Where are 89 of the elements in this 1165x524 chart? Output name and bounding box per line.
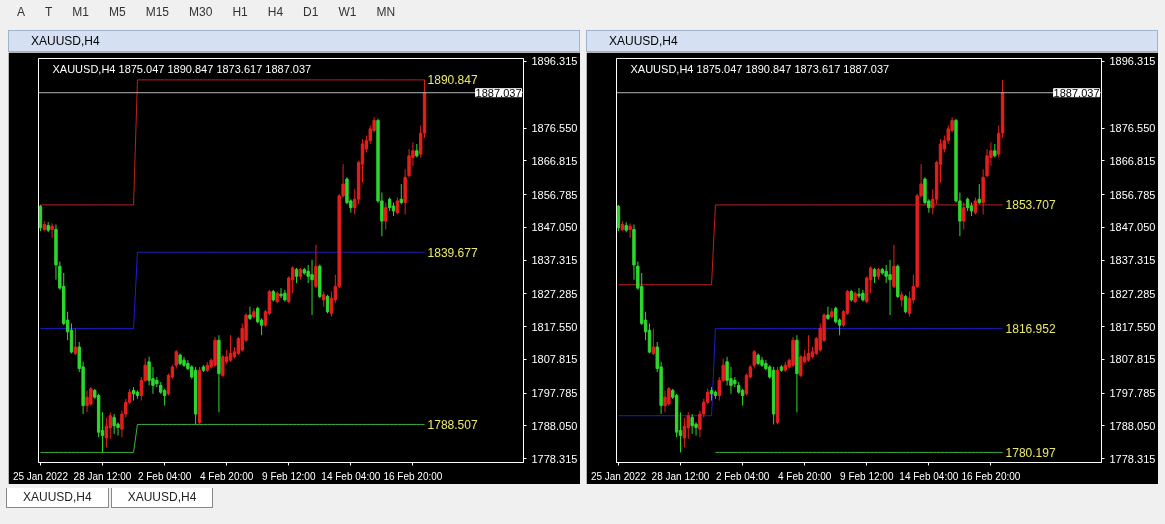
y-tick-label: 1896.315: [531, 55, 578, 68]
y-tick-label: 1807.815: [531, 353, 578, 366]
y-tick-label: 1837.315: [531, 254, 578, 267]
x-tick-label: 9 Feb 12:00: [840, 470, 894, 482]
candlestick: [314, 244, 318, 289]
y-tick-label: 1797.785: [1109, 387, 1156, 400]
text: H4: [266, 4, 285, 21]
y-tick-label: 1817.550: [1109, 320, 1156, 333]
candlestick: [279, 287, 283, 299]
candlestick: [85, 389, 89, 413]
candlestick: [384, 202, 388, 231]
x-tick-label: 4 Feb 20:00: [199, 470, 254, 482]
candlestick: [248, 306, 252, 321]
candlestick: [857, 287, 861, 299]
y-tick-label: 1827.285: [1109, 287, 1156, 300]
candlestick: [682, 417, 687, 448]
ref-line-label: 1887.037: [475, 86, 522, 99]
text: M1: [71, 4, 91, 21]
y-tick-label: 1866.815: [1109, 154, 1156, 167]
x-tick-label: 4 Feb 20:00: [777, 470, 832, 482]
candlestick: [104, 417, 109, 448]
x-tick-label: 25 Jan 2022: [12, 470, 69, 482]
y-tick-label: 1896.315: [1109, 55, 1156, 68]
chart-subtitle: XAUUSD,H4 1875.047 1890.847 1873.617 1887.037: [630, 62, 890, 75]
x-tick-label: 2 Feb 04:00: [715, 470, 770, 482]
y-tick-label: 1807.815: [1109, 353, 1156, 366]
x-tick-label: 25 Jan 2022: [590, 470, 647, 482]
data-label: 1816.952: [1005, 322, 1056, 337]
candlestick: [977, 183, 981, 205]
x-tick-label: 28 Jan 12:00: [73, 470, 132, 482]
candlestick: [221, 354, 225, 378]
text: D1: [302, 4, 320, 21]
y-tick-label: 1847.050: [1109, 221, 1156, 234]
y-tick-label: 1876.550: [1109, 122, 1156, 135]
y-tick-label: 1797.785: [531, 387, 578, 400]
y-tick-label: 1876.550: [531, 122, 578, 135]
text: H1: [231, 4, 249, 21]
candlestick: [888, 259, 892, 316]
candlestick: [647, 322, 652, 354]
chart-title: XAUUSD,H4: [609, 33, 678, 50]
y-tick-label: 1837.315: [1109, 254, 1156, 267]
chart-subtitle: XAUUSD,H4 1875.047 1890.847 1873.617 1887.037: [52, 62, 312, 75]
candlestick: [399, 183, 403, 205]
data-label: 1853.707: [1005, 198, 1056, 213]
candlestick: [628, 222, 632, 239]
text: MN: [375, 4, 397, 21]
y-tick-label: 1788.050: [531, 419, 578, 432]
text: M30: [188, 4, 214, 21]
y-tick-label: 1827.285: [531, 287, 578, 300]
candlestick: [651, 328, 656, 356]
x-tick-label: 9 Feb 12:00: [262, 470, 316, 482]
y-tick-label: 1856.785: [531, 188, 578, 201]
candlestick: [690, 413, 694, 435]
text: W1: [337, 4, 358, 21]
text: T: [44, 4, 54, 21]
x-tick-label: 28 Jan 12:00: [651, 470, 710, 482]
candlestick: [962, 202, 966, 231]
data-label: 1788.507: [427, 417, 478, 432]
data-label: 1890.847: [427, 73, 478, 88]
x-tick-label: 14 Feb 04:00: [899, 470, 959, 482]
y-tick-label: 1788.050: [1109, 419, 1156, 432]
y-tick-label: 1817.550: [531, 320, 578, 333]
candlestick: [112, 413, 116, 435]
candlestick: [752, 349, 756, 370]
candlestick: [73, 328, 78, 356]
candlestick: [69, 322, 74, 354]
x-tick-label: 2 Feb 04:00: [137, 470, 192, 482]
y-tick-label: 1778.315: [1109, 452, 1156, 465]
y-tick-label: 1856.785: [1109, 188, 1156, 201]
ref-line-label: 1887.037: [1053, 86, 1100, 99]
y-tick-label: 1847.050: [531, 221, 578, 234]
x-tick-label: 16 Feb 20:00: [961, 470, 1021, 482]
text: A: [16, 4, 26, 21]
chart-title: XAUUSD,H4: [31, 33, 100, 50]
candlestick: [826, 306, 830, 321]
x-tick-label: 14 Feb 04:00: [321, 470, 381, 482]
y-tick-label: 1866.815: [531, 154, 578, 167]
candlestick: [50, 222, 54, 239]
data-label: 1839.677: [427, 245, 478, 260]
candlestick: [310, 259, 314, 316]
candlestick: [663, 389, 667, 413]
text: M15: [144, 4, 171, 21]
y-tick-label: 1778.315: [531, 452, 578, 465]
candlestick: [799, 354, 803, 378]
x-tick-label: 16 Feb 20:00: [383, 470, 443, 482]
candlestick: [174, 349, 178, 370]
candlestick: [892, 244, 896, 289]
text: M5: [108, 4, 127, 21]
data-label: 1780.197: [1005, 445, 1056, 460]
